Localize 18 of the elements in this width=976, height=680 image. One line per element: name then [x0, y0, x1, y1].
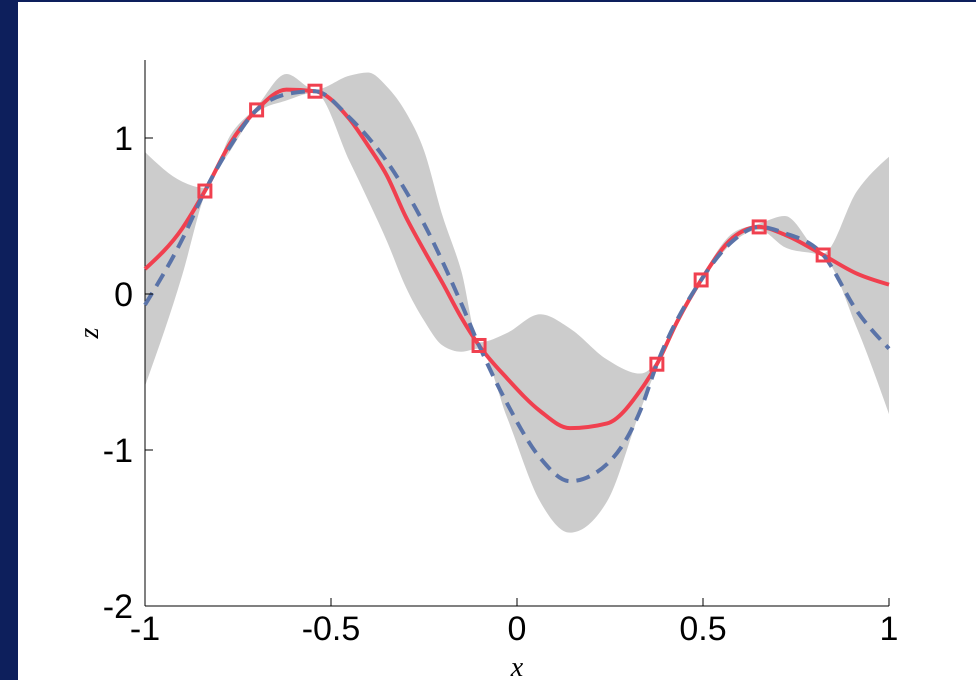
point: [472, 338, 487, 353]
point: [694, 272, 709, 288]
point: [816, 248, 831, 262]
y-tick-label: -2: [102, 588, 133, 626]
x-tick-label: 1: [880, 610, 898, 648]
y-axis-title: z: [74, 327, 105, 340]
y-tick-label: -1: [102, 432, 133, 470]
point: [752, 219, 767, 234]
x-tick-label: 0: [508, 610, 526, 648]
y-tick-label: 0: [114, 276, 133, 314]
x-tick-label: -0.5: [302, 610, 360, 648]
point: [249, 102, 264, 118]
point: [649, 356, 664, 372]
point: [308, 84, 323, 99]
x-tick-label: 0.5: [679, 610, 727, 648]
point: [197, 184, 212, 199]
y-tick-label: 1: [114, 120, 133, 158]
x-axis-title: x: [510, 652, 524, 680]
